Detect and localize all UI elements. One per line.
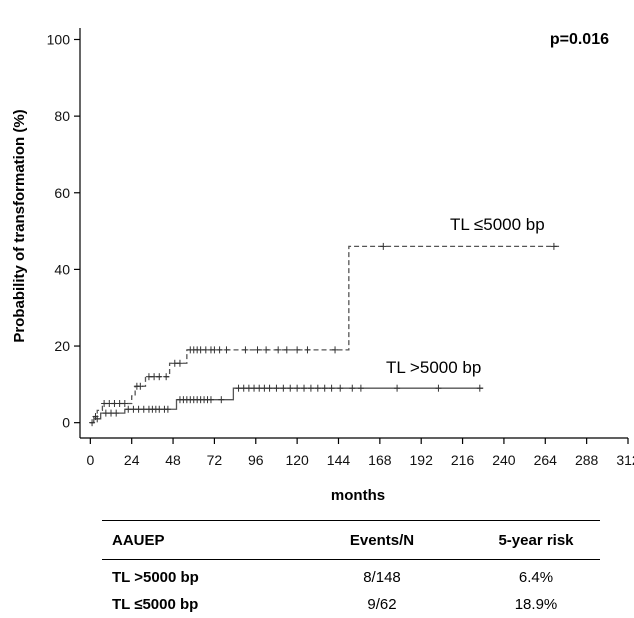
x-tick-label: 288 <box>575 452 599 468</box>
x-tick-label: 120 <box>285 452 309 468</box>
x-tick-label: 168 <box>368 452 392 468</box>
risk-table: AAUEP Events/N 5-year risk TL >5000 bp 8… <box>102 520 600 618</box>
x-tick-label: 240 <box>492 452 516 468</box>
x-tick-label: 264 <box>534 452 558 468</box>
survival-curve <box>90 387 484 424</box>
series-label-long-telomere: TL >5000 bp <box>386 358 481 377</box>
y-tick-label: 80 <box>54 108 70 124</box>
series-layer <box>89 242 560 427</box>
x-tick-label: 192 <box>410 452 434 468</box>
col-header-group: AAUEP <box>102 520 292 560</box>
x-tick-label: 72 <box>207 452 223 468</box>
km-chart: 0 20 40 60 80 100 0 24 48 72 96 120 144 168 192 216 240 2… <box>11 28 634 504</box>
series-label-short-telomere: TL ≤5000 bp <box>450 215 545 234</box>
y-tick-label: 40 <box>54 261 70 277</box>
series-long-telomere <box>89 384 484 427</box>
x-tick-label: 0 <box>86 452 94 468</box>
x-axis-title: months <box>331 487 385 504</box>
row-group: TL >5000 bp <box>112 569 199 586</box>
survival-curve <box>90 245 560 424</box>
y-axis-title: Probability of transformation (%) <box>11 109 28 342</box>
y-tick-label: 60 <box>54 185 70 201</box>
row-events: 8/148 <box>363 569 401 586</box>
x-tick-label: 312 <box>616 452 634 468</box>
row-events: 9/62 <box>367 596 397 613</box>
x-tick-label: 48 <box>165 452 181 468</box>
row-risk: 6.4% <box>518 569 554 586</box>
row-risk: 18.9% <box>514 596 558 613</box>
table-header-row: AAUEP Events/N 5-year risk <box>102 520 600 560</box>
axes: 0 20 40 60 80 100 0 24 48 72 96 120 144 168 192 216 240 2… <box>47 28 634 468</box>
table-row: TL >5000 bp 8/148 6.4% <box>102 560 600 592</box>
col-header-risk: 5-year risk <box>472 520 600 560</box>
table-row: TL ≤5000 bp 9/62 18.9% <box>102 591 600 618</box>
row-group: TL ≤5000 bp <box>112 596 199 613</box>
y-tick-label: 0 <box>62 415 70 431</box>
x-tick-label: 96 <box>248 452 264 468</box>
y-tick-label: 20 <box>54 338 70 354</box>
y-tick-label: 100 <box>47 31 71 47</box>
p-value-annotation: p=0.016 <box>550 31 609 48</box>
x-tick-label: 216 <box>451 452 475 468</box>
x-tick-label: 24 <box>124 452 140 468</box>
series-short-telomere <box>90 242 560 424</box>
x-tick-label: 144 <box>327 452 351 468</box>
col-header-events: Events/N <box>292 520 472 560</box>
